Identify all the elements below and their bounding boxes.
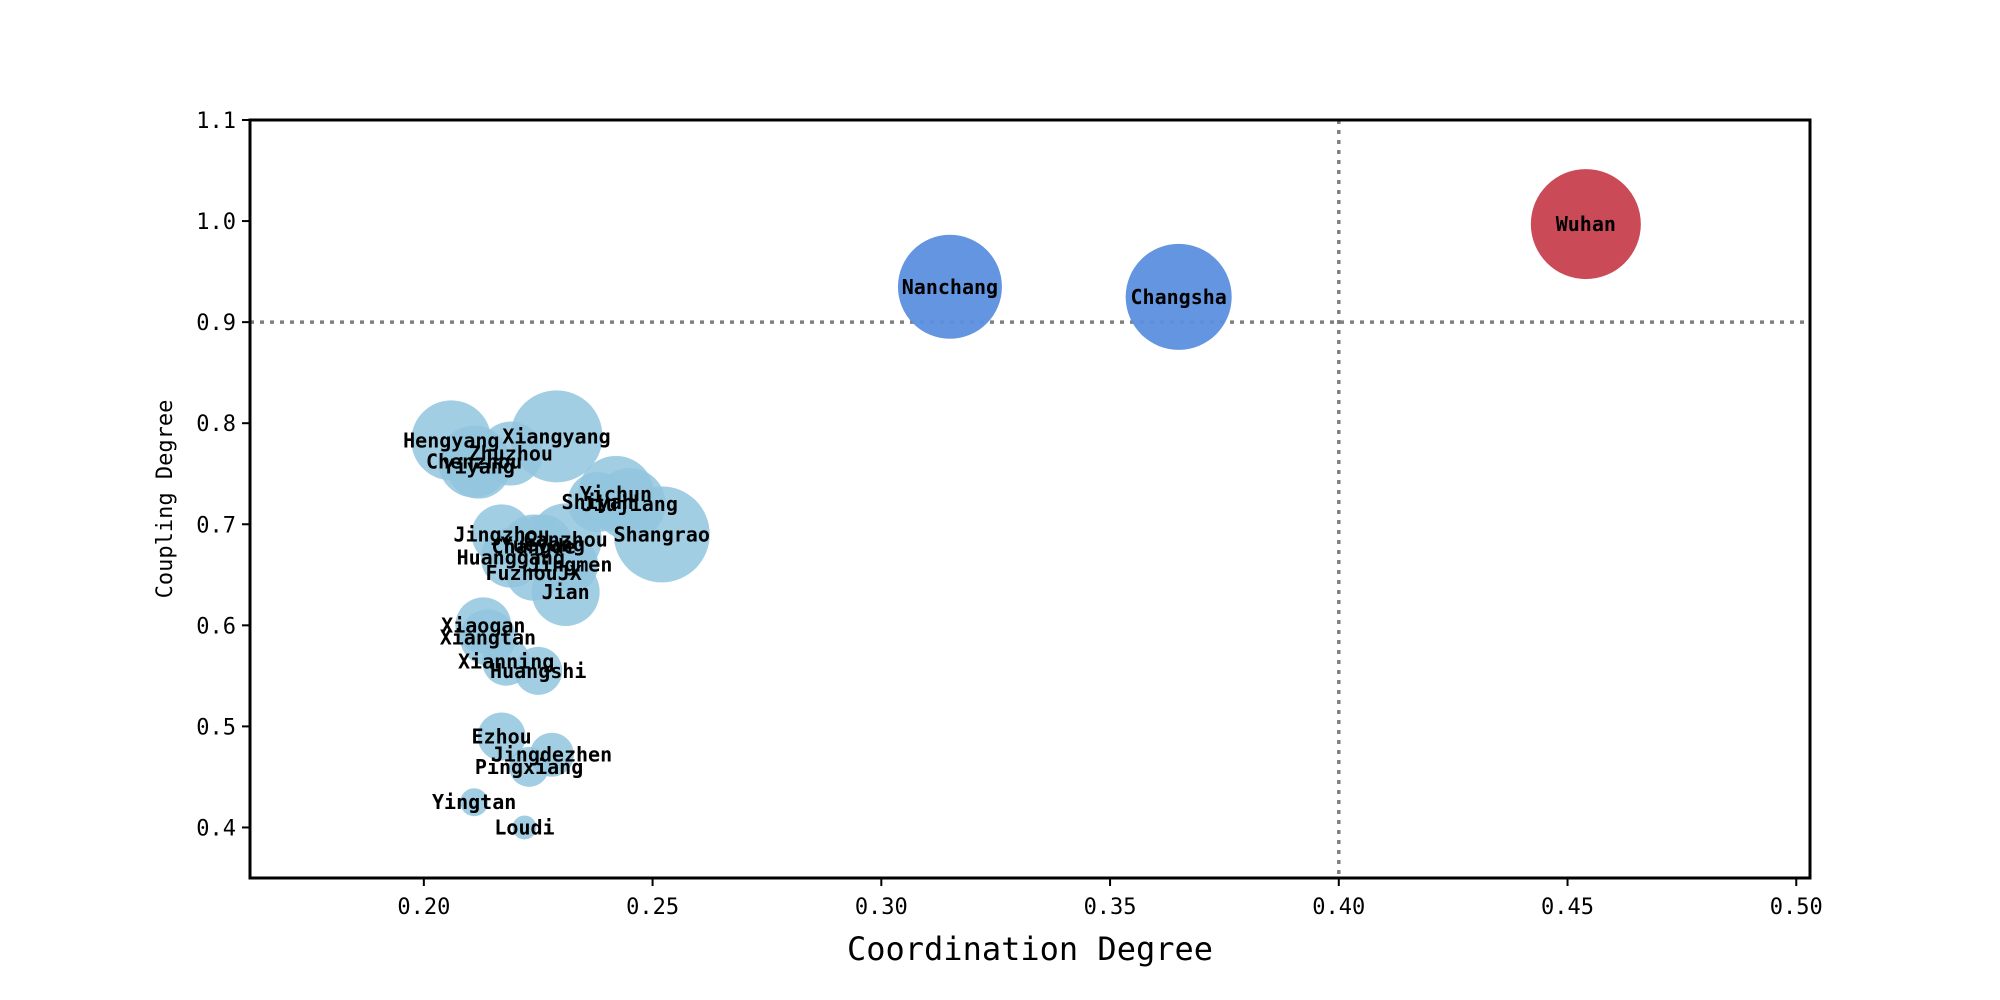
bubble-label-shangrao: Shangrao <box>614 522 710 546</box>
y-tick-label: 0.6 <box>196 614 236 639</box>
x-tick-label: 0.25 <box>626 895 679 920</box>
bubble-label-xiangtan: Xiangtan <box>440 625 536 649</box>
bubble-changsha <box>1125 243 1232 350</box>
bubble-label-jiujiang: Jiujiang <box>582 492 678 516</box>
bubble-label-yichun: Yichun <box>580 482 652 506</box>
bubble-label-jingdezhen: Jingdezhen <box>492 743 612 767</box>
bubble-label-nanchang: Nanchang <box>902 275 998 299</box>
y-tick-label: 0.5 <box>196 715 236 740</box>
x-tick-label: 0.30 <box>855 895 908 920</box>
x-axis-title: Coordination Degree <box>847 930 1213 968</box>
x-tick-label: 0.40 <box>1312 895 1365 920</box>
bubble-layer <box>411 169 1641 840</box>
bubble-label-xianning: Xianning <box>458 650 554 674</box>
bubble-label-layer: Wuhan Nanchang Changsha XiangyangHengyangZh… <box>403 212 1616 839</box>
bubble-pingxiang <box>509 746 550 787</box>
bubble-nanchang <box>897 234 1002 339</box>
x-tick-label: 0.45 <box>1541 895 1594 920</box>
bubble-label-pingxiang: Pingxiang <box>475 755 583 779</box>
bubble-loudi <box>512 815 537 840</box>
bubble-ezhou <box>477 712 526 761</box>
bubble-label-chenzhou: Chenzhou <box>426 450 522 474</box>
bubble-label-changsha: Changsha <box>1131 285 1227 309</box>
y-axis-ticks: 0.4 0.5 0.6 0.7 0.8 0.9 1.0 1.1 <box>196 109 250 841</box>
bubble-label-huangshi: Huangshi <box>490 659 586 683</box>
bubble-label-yingtan: Yingtan <box>432 790 516 814</box>
bubble-yiyang <box>446 434 511 499</box>
bubble-label-jingmen: Jingmen <box>528 553 612 577</box>
plot-frame <box>248 118 1812 880</box>
bubble-label-wuhan: Wuhan <box>1556 212 1616 236</box>
x-axis-ticks: 0.20 0.25 0.30 0.35 0.40 0.45 0.50 <box>397 878 1823 920</box>
y-tick-label: 0.7 <box>196 513 236 538</box>
bubble-wuhan <box>1530 169 1641 280</box>
bubble-label-fuzhoujx: FuzhouJX <box>485 561 581 585</box>
bubble-shiyan <box>567 472 628 533</box>
x-tick-label: 0.50 <box>1770 895 1823 920</box>
bubble-label-changde: Changde <box>491 535 575 559</box>
x-tick-label: 0.20 <box>397 895 450 920</box>
y-tick-label: 1.0 <box>196 210 236 235</box>
bubble-label-xiaogan: Xiaogan <box>441 613 525 637</box>
bubble-fuzhoujx <box>505 544 562 601</box>
bubble-huangshi <box>514 646 563 695</box>
bubble-label-jingzhou: Jingzhou <box>453 522 549 546</box>
x-tick-label: 0.35 <box>1084 895 1137 920</box>
bubble-label-ezhou: Ezhou <box>472 725 532 749</box>
y-tick-label: 0.8 <box>196 412 236 437</box>
y-axis-title: Coupling Degree <box>153 400 178 599</box>
bubble-yingtan <box>460 788 489 817</box>
bubble-label-zhuzhou: Zhuzhou <box>469 442 553 466</box>
bubble-label-loudi: Loudi <box>494 815 554 839</box>
bubble-label-shiyan: Shiyan <box>562 490 634 514</box>
y-tick-label: 0.9 <box>196 311 236 336</box>
bubble-label-ganzhou: Ganzhou <box>524 527 608 551</box>
reference-lines <box>250 120 1810 878</box>
bubble-label-hengyang: Hengyang <box>403 428 499 452</box>
bubble-label-jian: Jian <box>542 580 590 604</box>
bubble-label-yueyang: Yueyang <box>501 532 585 556</box>
bubble-label-xiangyang: Xiangyang <box>502 424 610 448</box>
bubble-label-huanggang: Huanggang <box>457 546 565 570</box>
y-tick-label: 1.1 <box>196 109 236 134</box>
y-tick-label: 0.4 <box>196 816 236 841</box>
bubble-label-yiyang: Yiyang <box>443 455 515 479</box>
